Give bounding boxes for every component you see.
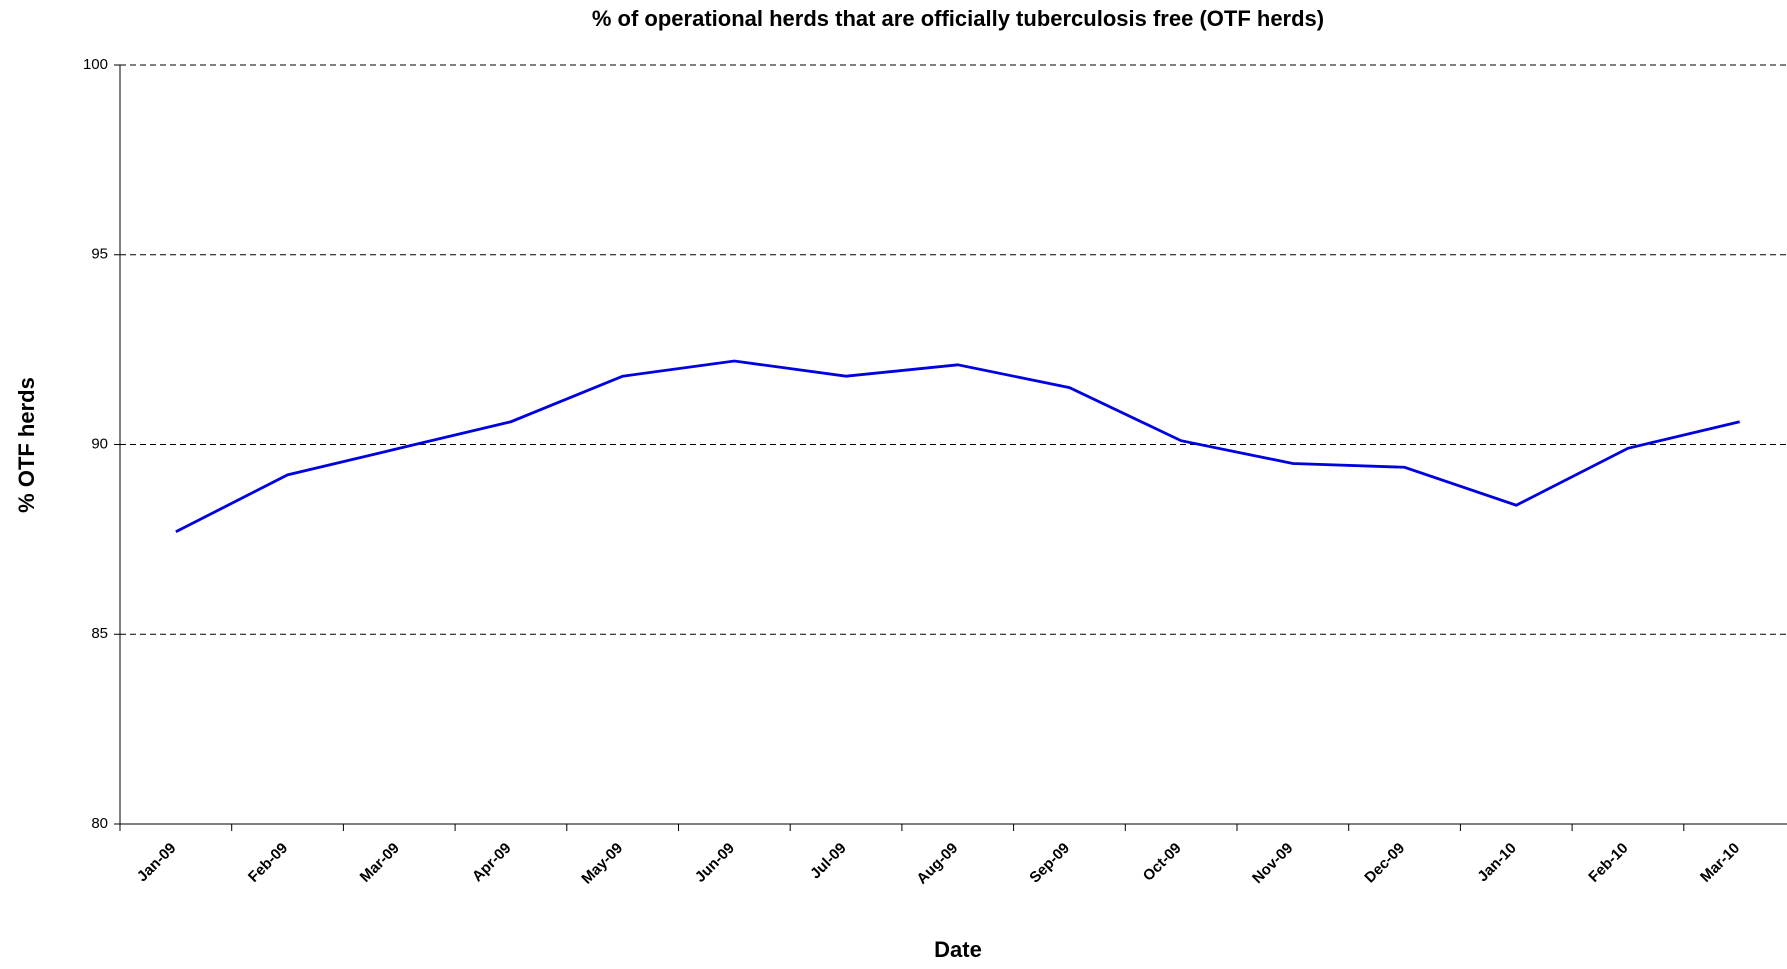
y-tick-label: 80 [91,815,108,832]
x-axis-label: Date [934,937,982,962]
x-tick-label: Mar-09 [357,840,403,886]
y-tick-label: 90 [91,435,108,452]
x-tick-label: Oct-09 [1140,840,1185,885]
y-tick-label: 85 [91,625,108,642]
x-tick-label: Mar-10 [1697,840,1743,886]
line-series [175,359,1740,534]
x-tick-label: Sep-09 [1026,840,1073,887]
x-tick-label: Jul-09 [807,840,850,883]
y-tick-label: 95 [91,246,108,263]
y-axis-label: % OTF herds [14,377,39,513]
x-tick-label: Jun-09 [692,840,738,886]
y-tick-label: 100 [83,56,108,73]
x-tick-label: Nov-09 [1249,840,1296,887]
chart-title: % of operational herds that are official… [592,6,1324,31]
x-tick-label: May-09 [578,840,626,888]
x-tick-label: Jan-09 [134,840,180,886]
x-tick-label: Feb-09 [245,840,291,886]
x-tick-label: Dec-09 [1361,840,1408,887]
x-tick-label: Jan-10 [1474,840,1520,886]
x-tick-label: Feb-10 [1585,840,1631,886]
x-tick-label: Aug-09 [913,840,961,888]
x-tick-label: Apr-09 [469,840,515,886]
